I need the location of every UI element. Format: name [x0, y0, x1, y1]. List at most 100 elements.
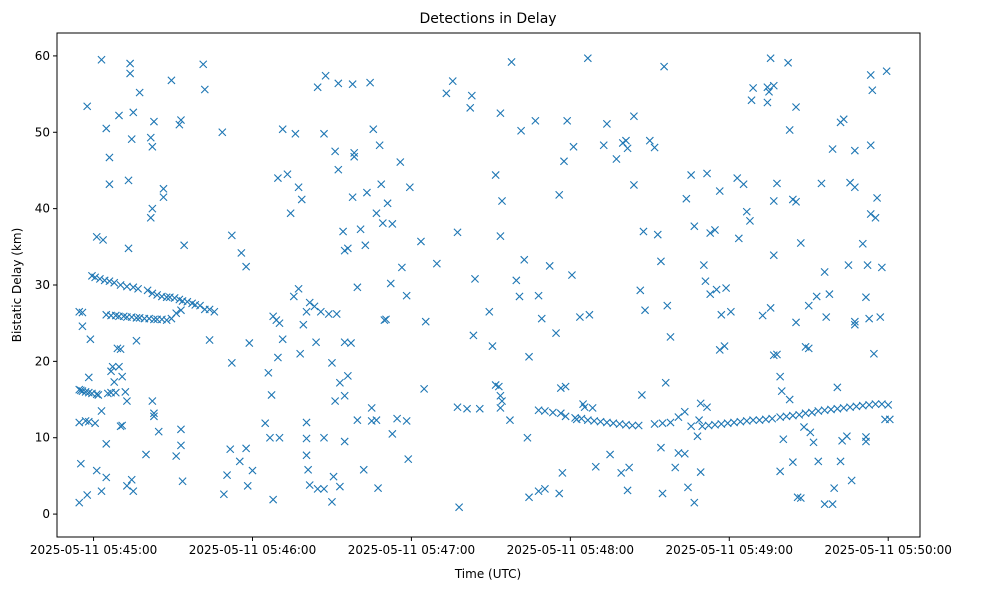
data-point-marker [81, 416, 90, 425]
data-point-marker [663, 301, 672, 310]
data-point-marker [763, 98, 772, 107]
data-point-marker [637, 390, 646, 399]
data-point-marker [749, 83, 758, 92]
data-point-marker [334, 165, 343, 174]
data-point-marker [248, 466, 257, 475]
data-point-marker [334, 79, 343, 88]
data-point-marker [453, 228, 462, 237]
y-axis-label: Bistatic Delay (km) [10, 228, 24, 343]
data-point-marker [739, 180, 748, 189]
data-point-marker [294, 183, 303, 192]
data-point-marker [833, 383, 842, 392]
data-point-marker [850, 317, 859, 326]
data-point-marker [596, 417, 605, 426]
y-tick-label: 20 [35, 354, 50, 368]
data-point-marker [650, 419, 659, 428]
data-point-marker [730, 418, 739, 427]
data-point-marker [680, 407, 689, 416]
data-point-marker [617, 468, 626, 477]
data-point-marker [852, 402, 861, 411]
data-point-marker [110, 278, 119, 287]
x-tick-label: 2025-05-11 05:46:00 [189, 543, 316, 557]
x-tick-label: 2025-05-11 05:47:00 [348, 543, 475, 557]
data-point-marker [129, 283, 138, 292]
data-point-marker [599, 141, 608, 150]
data-point-marker [356, 225, 365, 234]
data-point-marker [103, 389, 112, 398]
data-point-marker [517, 126, 526, 135]
data-point-marker [142, 450, 150, 459]
data-point-marker [235, 457, 244, 466]
data-point-marker [162, 316, 171, 325]
data-point-marker [348, 193, 357, 202]
data-point-marker [658, 419, 667, 428]
data-point-marker [606, 450, 615, 459]
data-point-marker [866, 71, 875, 79]
data-point-marker [583, 416, 592, 425]
data-point-marker [116, 345, 125, 354]
data-point-marker [227, 231, 236, 240]
data-point-marker [846, 403, 855, 412]
data-point-marker [126, 69, 135, 78]
data-point-marker [402, 291, 411, 300]
data-point-marker [494, 382, 503, 391]
data-point-marker [515, 292, 524, 301]
data-point-marker [170, 293, 179, 302]
data-point-marker [455, 503, 464, 512]
data-point-marker [534, 487, 543, 496]
data-point-marker [555, 489, 564, 498]
data-point-marker [706, 229, 715, 238]
data-point-marker [583, 54, 592, 63]
data-point-marker [717, 310, 726, 319]
data-point-marker [799, 423, 808, 432]
data-point-marker [116, 422, 125, 431]
data-point-marker [567, 271, 576, 280]
data-point-marker [219, 490, 228, 499]
data-point-marker [822, 313, 831, 322]
data-point-marker [269, 495, 278, 504]
data-point-marker [176, 441, 185, 450]
data-point-marker [148, 397, 157, 406]
data-point-marker [320, 484, 328, 493]
data-point-marker [615, 419, 624, 428]
data-point-marker [882, 67, 891, 76]
data-point-marker [749, 416, 758, 425]
data-point-marker [814, 407, 823, 415]
data-point-marker [498, 397, 506, 406]
data-point-marker [534, 406, 543, 415]
data-point-marker [585, 310, 594, 319]
y-tick-label: 40 [35, 202, 50, 216]
data-point-marker [124, 176, 133, 185]
data-point-marker [149, 409, 158, 418]
data-point-marker [706, 290, 715, 299]
data-point-marker [877, 263, 886, 272]
data-point-marker [310, 302, 319, 311]
data-point-marker [105, 153, 114, 162]
data-point-marker [102, 473, 111, 482]
data-point-marker [114, 111, 123, 120]
data-point-marker [792, 197, 801, 206]
data-point-marker [388, 429, 397, 438]
data-point-marker [102, 124, 111, 133]
data-point-marker [769, 351, 778, 360]
data-point-marker [107, 367, 116, 376]
data-point-marker [804, 344, 813, 353]
data-point-marker [97, 407, 106, 415]
data-point-marker [149, 117, 158, 126]
data-point-marker [275, 319, 284, 328]
data-point-marker [320, 433, 328, 442]
data-point-marker [569, 142, 578, 151]
data-point-marker [680, 449, 689, 458]
data-point-marker [715, 345, 724, 354]
data-point-marker [329, 472, 338, 481]
data-point-marker [839, 403, 848, 412]
data-point-marker [545, 261, 554, 270]
data-point-marker [612, 155, 621, 163]
data-point-marker [335, 482, 344, 491]
data-point-marker [243, 481, 252, 490]
data-point-marker [785, 395, 794, 404]
data-point-marker [304, 465, 313, 474]
data-point-marker [703, 403, 712, 412]
data-point-marker [625, 463, 634, 472]
data-point-marker [132, 336, 141, 345]
